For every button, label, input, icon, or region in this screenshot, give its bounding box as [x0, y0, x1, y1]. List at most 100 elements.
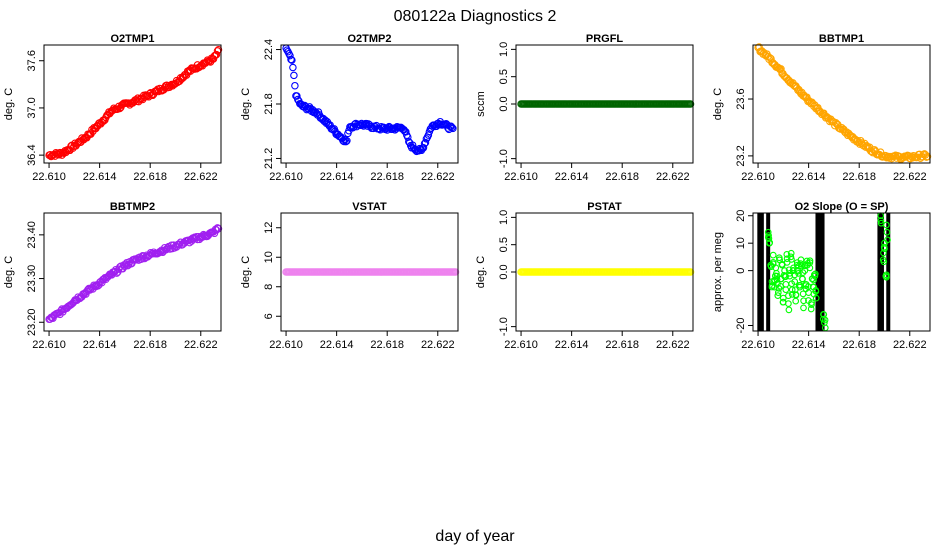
x-axis: 22.610 22.614 22.618 22.622 [269, 163, 455, 183]
y-tick-label: 37.6 [26, 50, 38, 71]
x-axis: 22.610 22.614 22.618 22.622 [741, 331, 927, 351]
data-point [774, 289, 782, 296]
x-tick-label: 22.618 [133, 171, 167, 183]
plot-frame [43, 212, 222, 332]
data-points [282, 44, 457, 156]
data-point [448, 123, 456, 132]
y-tick-label: 21.8 [263, 93, 275, 114]
data-point [686, 268, 695, 276]
data-points [764, 212, 891, 332]
panel-6: VSTAT 22.610 22.614 22.618 22.622 6 8 10 12 deg. … [240, 201, 460, 351]
data-point [785, 300, 792, 307]
y-axis: 23.20 23.30 23.40 [26, 221, 44, 336]
data-point [767, 54, 775, 63]
x-axis: 22.610 22.614 22.618 22.622 [32, 331, 218, 351]
data-point [785, 306, 793, 314]
data-point [783, 259, 791, 266]
data-point [773, 276, 781, 283]
data-point [782, 286, 790, 294]
plot-frame [752, 44, 931, 164]
panel-3: PRGFL 22.610 22.614 22.618 22.622 -1.0 0.0 0.5 1… [475, 33, 695, 183]
y-tick-label: -1.0 [498, 317, 510, 336]
panel-title: O2TMP1 [110, 33, 154, 45]
data-point [806, 257, 814, 265]
y-tick-label: 12 [263, 222, 275, 234]
data-point [769, 251, 777, 259]
y-axis-label: deg. C [475, 256, 487, 288]
x-axis: 22.610 22.614 22.618 22.622 [741, 163, 927, 183]
y-tick-label: 22.4 [263, 39, 275, 60]
black-bar [818, 213, 823, 331]
data-point [890, 152, 899, 160]
y-tick-label: 23.40 [26, 221, 38, 249]
x-tick-label: 22.618 [842, 171, 876, 183]
y-axis-label: deg. C [240, 256, 252, 288]
data-point [342, 137, 350, 146]
figure-xlabel: day of year [435, 528, 515, 545]
data-point [808, 299, 815, 306]
data-point [880, 243, 888, 251]
data-point [766, 239, 774, 246]
x-tick-label: 22.610 [741, 171, 775, 183]
y-tick-label: 1.0 [498, 210, 510, 225]
panel-1: O2TMP1 22.610 22.614 22.618 22.622 36.4 37.0 37… [3, 33, 223, 183]
data-point [812, 294, 820, 302]
y-axis-label: deg. C [712, 88, 724, 120]
x-tick-label: 22.618 [605, 171, 639, 183]
black-bar [886, 213, 891, 331]
x-axis: 22.610 22.614 22.618 22.622 [32, 163, 218, 183]
data-point [883, 228, 891, 236]
y-axis: 6 8 10 12 [263, 222, 281, 319]
data-point [821, 316, 829, 324]
data-point [884, 236, 891, 244]
x-tick-label: 22.614 [83, 339, 117, 351]
data-points [45, 45, 223, 161]
data-point [799, 275, 806, 283]
y-tick-label: 1.0 [498, 42, 510, 57]
black-bar [759, 213, 764, 331]
x-tick-label: 22.618 [370, 171, 404, 183]
y-axis: 36.4 37.0 37.6 [26, 50, 44, 166]
data-point [289, 63, 297, 72]
data-point [791, 278, 799, 285]
y-tick-label: 23.20 [26, 308, 38, 336]
black-bar [820, 213, 825, 331]
data-point [795, 281, 803, 289]
black-bar [877, 213, 882, 331]
y-axis: -1.0 0.0 0.5 1.0 [498, 210, 516, 336]
data-point [787, 249, 795, 257]
y-axis: 23.2 23.6 [735, 88, 753, 167]
x-tick-label: 22.622 [421, 339, 455, 351]
x-tick-label: 22.618 [605, 339, 639, 351]
y-axis-label: sccm [475, 91, 487, 117]
panel-title: PSTAT [587, 201, 622, 213]
data-point [113, 269, 121, 277]
y-axis: -1.0 0.0 0.5 1.0 [498, 42, 516, 168]
y-tick-label: 0 [735, 268, 747, 274]
x-tick-label: 22.610 [32, 171, 66, 183]
x-tick-label: 22.614 [792, 339, 826, 351]
y-tick-label: 37.0 [26, 97, 38, 118]
x-tick-label: 22.614 [792, 171, 826, 183]
panel-title: O2TMP2 [347, 33, 391, 45]
y-axis-label: approx. per meg [712, 232, 724, 312]
data-point [877, 217, 885, 224]
data-point [447, 122, 455, 131]
data-point [290, 71, 298, 80]
data-point [782, 280, 790, 288]
data-point [880, 258, 888, 266]
x-tick-label: 22.622 [656, 339, 690, 351]
data-point [774, 292, 782, 299]
x-axis: 22.610 22.614 22.618 22.622 [269, 331, 455, 351]
panel-title: BBTMP1 [819, 33, 864, 45]
y-axis-label: deg. C [3, 88, 15, 120]
y-axis: 21.2 21.8 22.4 [263, 39, 281, 169]
data-point [782, 273, 789, 281]
y-axis-label: deg. C [3, 256, 15, 288]
data-point [286, 51, 294, 60]
black-bar [766, 213, 771, 331]
y-axis-label: deg. C [240, 88, 252, 120]
data-point [812, 288, 820, 295]
data-point [923, 152, 932, 161]
y-tick-label: 20 [735, 210, 747, 222]
